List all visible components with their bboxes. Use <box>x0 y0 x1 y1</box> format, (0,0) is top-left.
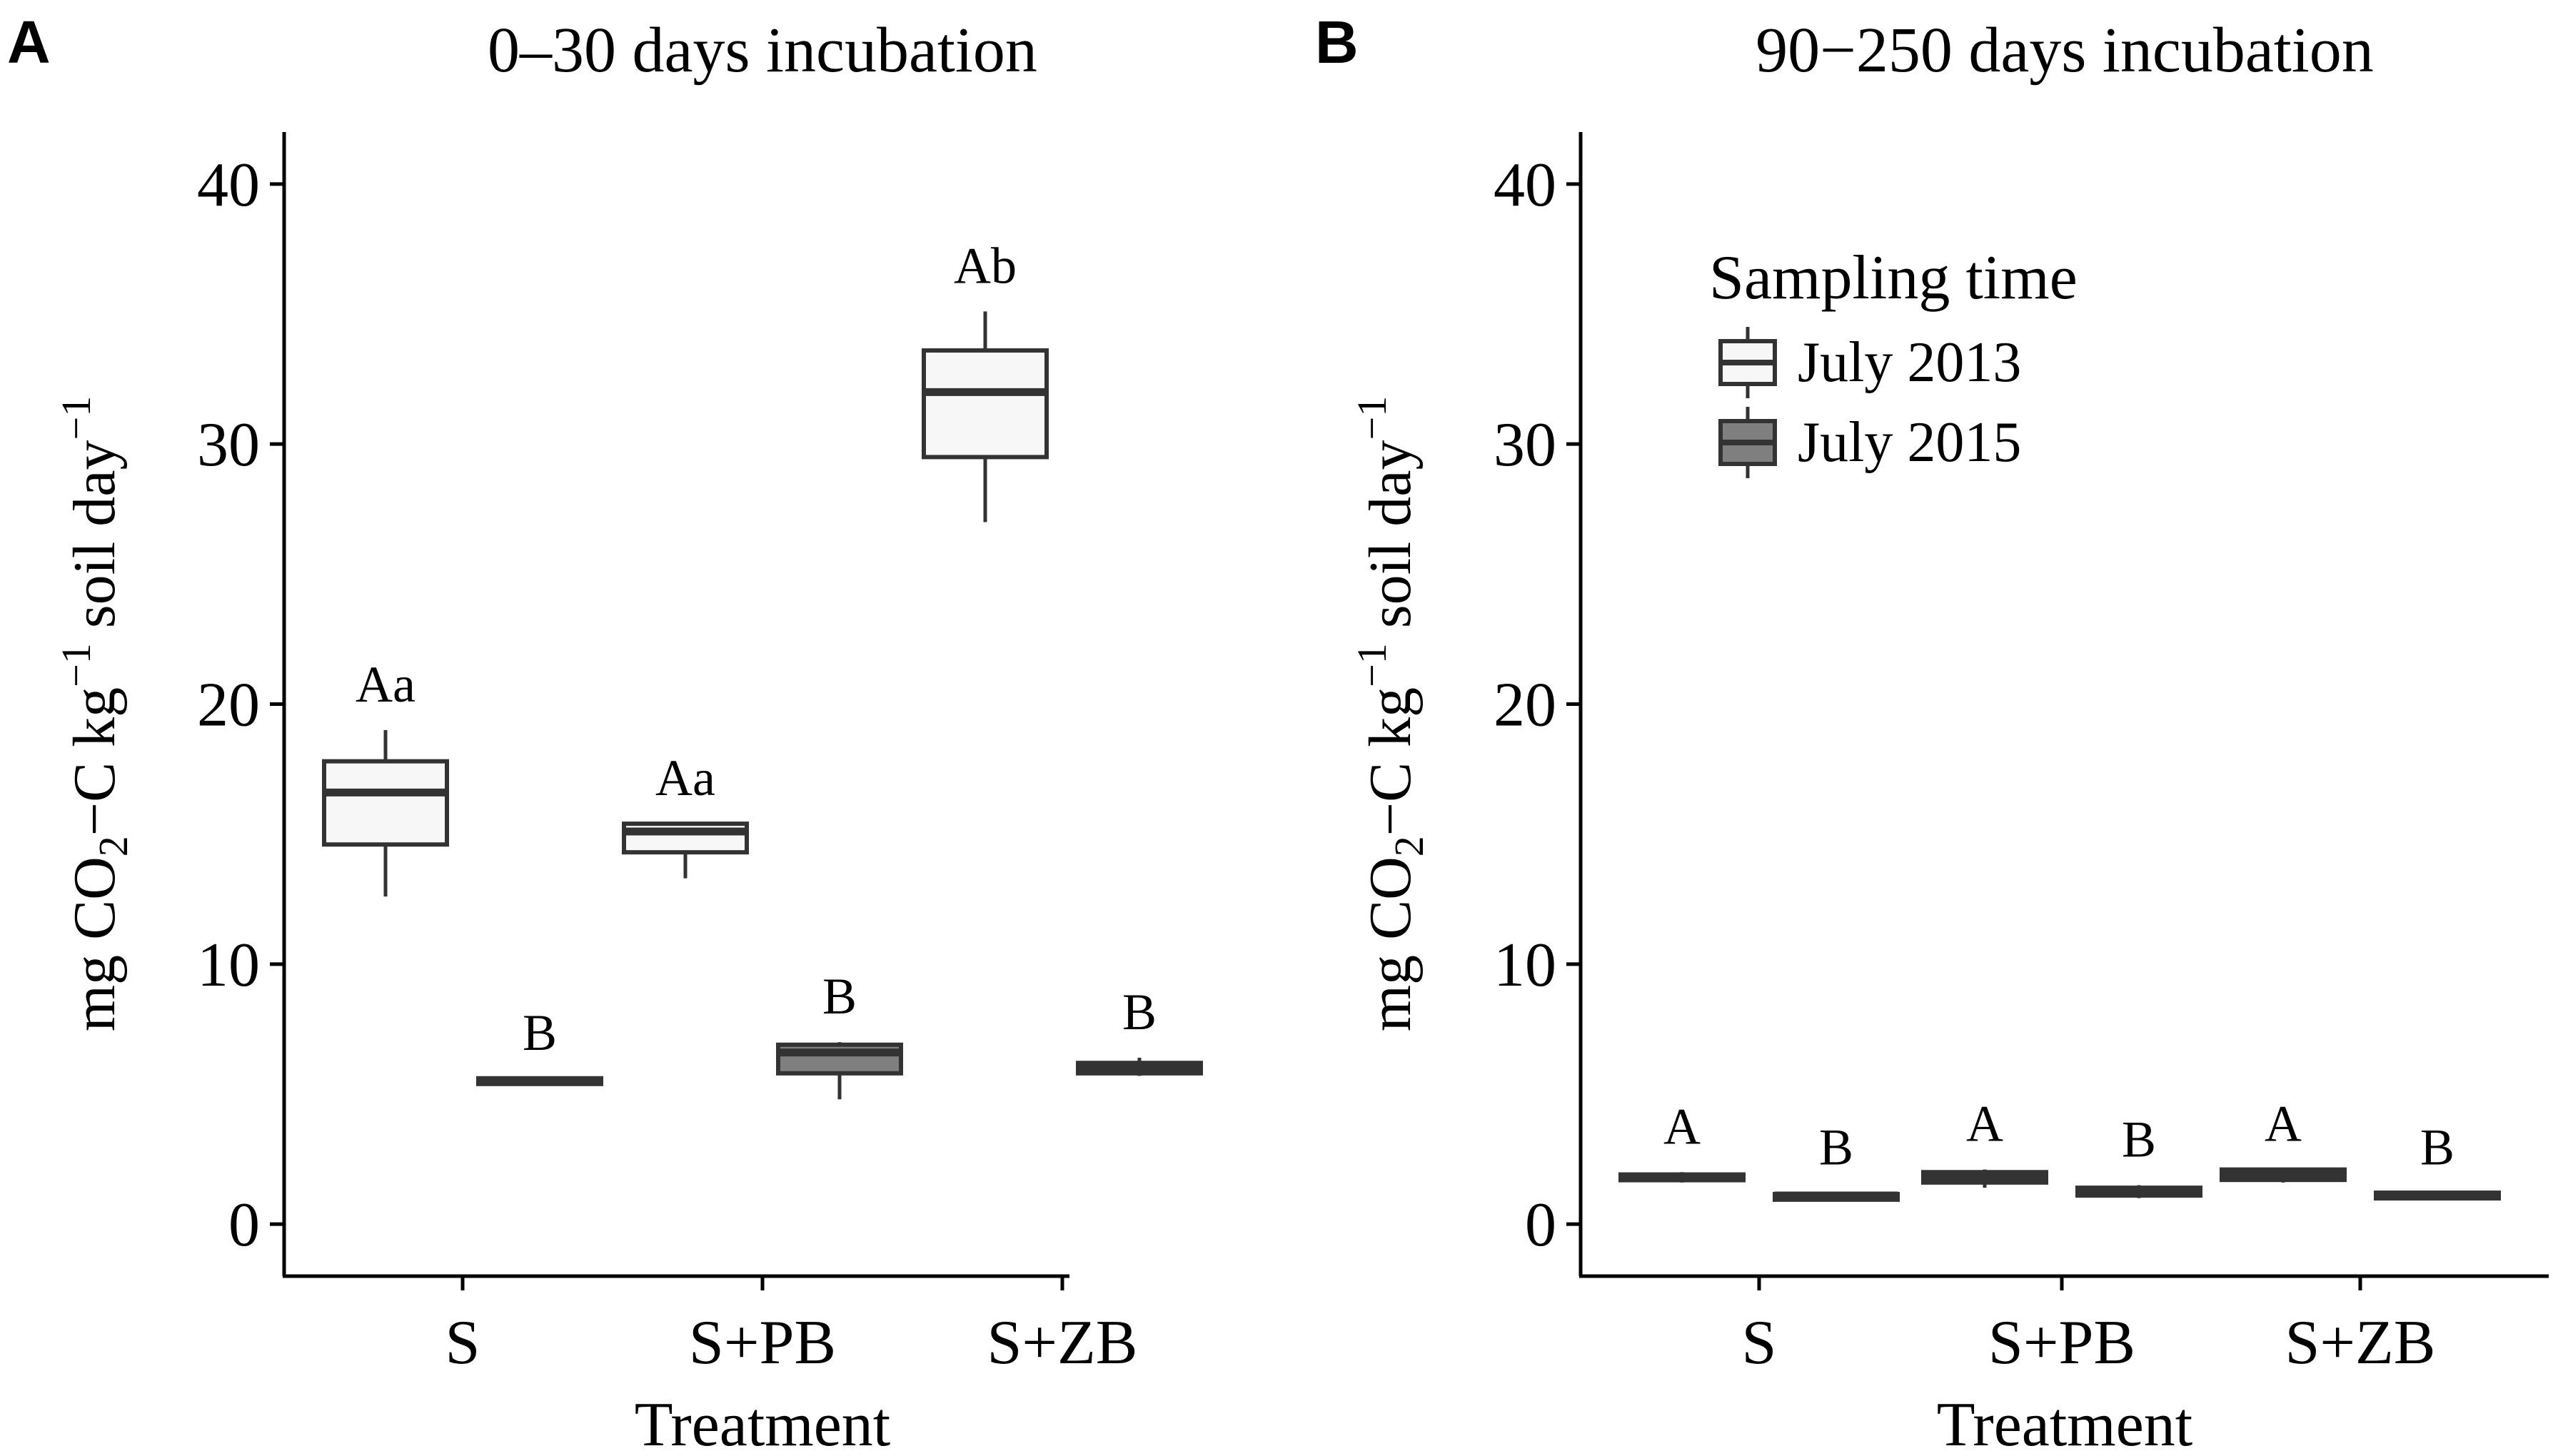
y-tick-label: 0 <box>228 1190 260 1260</box>
significance-label: B <box>1122 984 1157 1041</box>
x-tick-label: S+ZB <box>987 1308 1137 1377</box>
significance-label: Aa <box>356 656 416 713</box>
box-july-2013-s-pb: A <box>1921 1096 2048 1188</box>
box-july-2015-s: B <box>476 1004 603 1086</box>
significance-label: Aa <box>655 749 715 807</box>
y-axis-label-part: −1 <box>53 643 99 687</box>
significance-label: B <box>1819 1118 1853 1176</box>
y-tick-label: 20 <box>1494 671 1556 740</box>
box-body <box>322 759 449 847</box>
x-axis-label: Treatment <box>635 1390 891 1456</box>
box-july-2013-s: Aa <box>322 656 449 897</box>
x-axis-label: Treatment <box>1937 1390 2193 1456</box>
y-axis-label: mg CO2−C kg−1 soil day−1 <box>53 396 136 1032</box>
x-tick-label: S+PB <box>689 1308 836 1377</box>
y-tick-label: 0 <box>1525 1190 1556 1260</box>
significance-label: B <box>523 1004 557 1061</box>
y-axis-label-part: −C kg <box>61 687 128 836</box>
significance-label: Ab <box>954 237 1017 294</box>
significance-label: B <box>2420 1118 2454 1176</box>
significance-label: B <box>822 968 857 1025</box>
y-axis-label-part: −1 <box>1349 643 1395 687</box>
y-axis-label-part: mg CO <box>1357 856 1424 1031</box>
y-axis-label-part: −1 <box>53 396 99 440</box>
y-axis-label-part: soil day <box>1357 440 1424 643</box>
box-july-2015-s-zb: B <box>2374 1118 2501 1201</box>
y-tick-label: 30 <box>197 410 260 480</box>
y-axis-label-part: −C kg <box>1357 687 1424 836</box>
box-july-2013-s-zb: A <box>2220 1096 2347 1183</box>
panel-letter-b: B <box>1315 9 1359 76</box>
x-tick-label: S <box>445 1308 480 1377</box>
y-axis-label-part: 2 <box>1386 836 1432 856</box>
y-axis-label: mg CO2−C kg−1 soil day−1 <box>1349 396 1432 1032</box>
box-july-2013-s-pb: Aa <box>622 749 749 879</box>
box-body <box>922 348 1049 460</box>
box-july-2015-s-pb: B <box>2075 1111 2202 1198</box>
y-axis-label-part: −1 <box>1349 396 1395 440</box>
y-tick-label: 40 <box>1494 151 1556 220</box>
legend: Sampling time July 2013 July 2015 <box>1709 243 2078 478</box>
y-axis-label-part: 2 <box>90 836 136 856</box>
legend-key <box>1718 407 1777 478</box>
y-axis-label-part: soil day <box>61 440 128 643</box>
significance-label: B <box>2122 1111 2156 1168</box>
y-tick-label: 10 <box>1494 931 1556 1000</box>
panel-letter-a: A <box>7 9 51 76</box>
panel-a: A 0–30 days incubation 0 10 20 30 40 S S+PB S+ZB T… <box>7 9 1203 1456</box>
y-tick-label: 30 <box>1494 410 1556 480</box>
box-july-2015-s: B <box>1773 1118 1900 1202</box>
legend-key <box>1718 327 1777 398</box>
y-axis-label-part: mg CO <box>61 856 128 1031</box>
y-tick-label: 20 <box>197 671 260 740</box>
box-july-2013-s: A <box>1618 1098 1746 1183</box>
panel-title: 0–30 days incubation <box>488 15 1037 86</box>
panel-b: B 90−250 days incubation 0 10 20 30 40 S S+PB S+Z… <box>1315 9 2549 1456</box>
box-july-2015-s-zb: B <box>1076 984 1203 1076</box>
x-tick-label: S+ZB <box>2285 1308 2435 1377</box>
legend-title: Sampling time <box>1709 243 2078 313</box>
significance-label: A <box>1663 1098 1701 1155</box>
legend-item-label: July 2015 <box>1798 411 2021 474</box>
significance-label: A <box>2265 1096 2302 1153</box>
box-july-2013-s-zb: Ab <box>922 237 1049 522</box>
x-tick-label: S+PB <box>1988 1308 2135 1377</box>
y-tick-label: 40 <box>197 151 260 220</box>
box-july-2015-s-pb: B <box>776 968 903 1100</box>
significance-label: A <box>1966 1096 2003 1153</box>
x-tick-label: S <box>1742 1308 1777 1377</box>
y-tick-label: 10 <box>197 931 260 1000</box>
legend-item-label: July 2013 <box>1798 331 2021 394</box>
panel-title: 90−250 days incubation <box>1756 15 2374 86</box>
